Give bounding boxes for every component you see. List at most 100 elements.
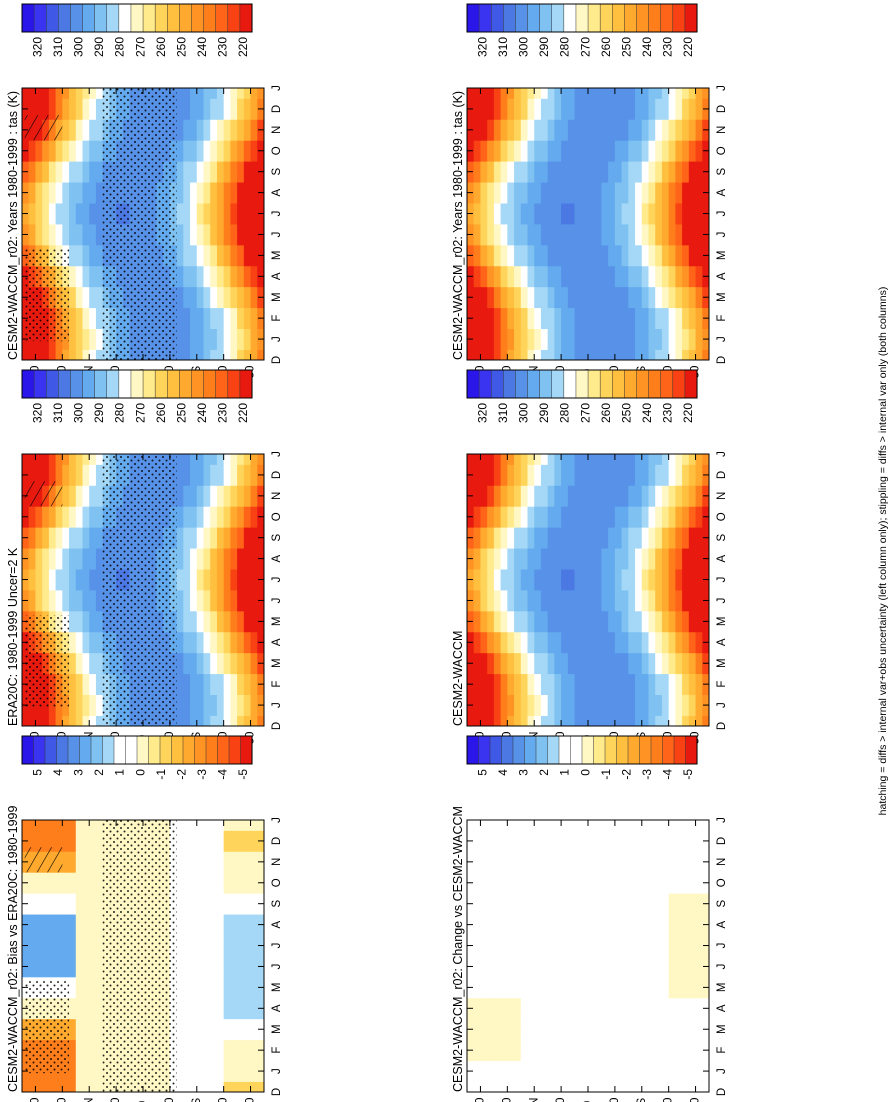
heat-cell — [534, 286, 542, 298]
heat-cell — [62, 579, 70, 591]
heat-cell — [89, 339, 97, 350]
heat-cell — [621, 244, 629, 256]
heat-cell — [223, 161, 231, 173]
heat-cell — [257, 642, 265, 654]
heat-cell — [89, 349, 97, 361]
heat-cell — [574, 150, 582, 162]
heat-cell — [257, 590, 265, 601]
heat-cell — [635, 203, 643, 214]
heat-cell — [500, 203, 508, 214]
heat-cell — [695, 684, 703, 696]
heat-cell — [487, 318, 495, 330]
heat-cell — [190, 318, 198, 330]
heat-cell — [507, 631, 515, 643]
heat-cell — [561, 255, 569, 267]
heat-cell — [527, 234, 535, 246]
heat-cell — [28, 569, 36, 580]
heat-cell — [196, 88, 204, 99]
heat-cell — [230, 987, 238, 999]
heat-cell — [473, 108, 481, 120]
heat-cell — [35, 537, 43, 549]
heat-cell — [520, 265, 528, 277]
heat-cell — [467, 631, 475, 643]
heat-cell — [35, 872, 43, 884]
heat-cell — [95, 966, 104, 978]
heat-cell — [655, 88, 663, 99]
heat-cell — [661, 621, 670, 633]
heat-cell — [95, 150, 104, 162]
heat-cell — [540, 527, 549, 539]
heat-cell — [688, 485, 696, 497]
heat-cell — [581, 516, 589, 528]
heat-cell — [574, 516, 582, 528]
heat-cell — [561, 339, 569, 350]
heat-cell — [574, 244, 582, 256]
heat-cell — [89, 1060, 97, 1072]
heat-cell — [554, 705, 562, 716]
heat-cell — [190, 663, 198, 675]
heat-cell — [514, 119, 522, 131]
heat-cell — [69, 88, 77, 99]
heat-cell — [250, 516, 258, 528]
heat-cell — [69, 129, 77, 141]
heat-cell — [48, 182, 57, 194]
heat-cell — [183, 527, 191, 539]
heat-cell — [216, 610, 225, 622]
heat-cell — [561, 537, 569, 549]
heat-cell — [95, 945, 104, 957]
heat-cell — [641, 192, 649, 204]
heat-cell — [641, 485, 649, 497]
heat-cell — [95, 673, 104, 685]
heat-cell — [614, 715, 623, 727]
heat-cell — [48, 924, 57, 936]
heat-cell — [190, 1081, 198, 1093]
heat-cell — [661, 652, 670, 664]
heat-cell — [230, 495, 238, 507]
heat-cell — [196, 328, 204, 340]
heat-cell — [210, 548, 218, 560]
heat-cell — [668, 203, 676, 214]
heat-cell — [223, 464, 231, 476]
heat-cell — [69, 705, 77, 716]
heat-cell — [62, 851, 70, 863]
heat-cell — [614, 590, 623, 601]
heat-cell — [594, 495, 602, 507]
heat-cell — [487, 244, 495, 256]
heat-cell — [243, 642, 251, 654]
heat-cell — [682, 548, 690, 560]
heat-cell — [682, 673, 690, 685]
heat-cell — [183, 830, 191, 842]
heat-cell — [237, 203, 245, 214]
heat-cell — [216, 1018, 225, 1030]
heat-cell — [641, 569, 649, 580]
heat-cell — [467, 182, 475, 194]
heat-cell — [95, 569, 104, 580]
heat-cell — [594, 527, 602, 539]
heat-cell — [567, 652, 575, 664]
heat-cell — [608, 234, 616, 246]
heat-cell — [473, 297, 481, 309]
heat-cell — [480, 516, 488, 528]
heat-cell — [628, 590, 636, 601]
heat-cell — [216, 642, 225, 654]
heat-cell — [95, 1081, 104, 1093]
heat-cell — [581, 98, 589, 110]
panel-title: CESM2-WACCM_r02: Years 1980-1999 : tas (… — [6, 91, 20, 360]
heat-cell — [648, 569, 656, 580]
heat-cell — [581, 590, 589, 601]
heat-cell — [69, 474, 77, 486]
heat-cell — [82, 569, 90, 580]
heat-cell — [507, 590, 515, 601]
heat-cell — [668, 129, 676, 141]
heat-cell — [493, 182, 502, 194]
heat-cell — [655, 224, 663, 235]
heat-cell — [695, 600, 703, 612]
heat-cell — [480, 349, 488, 361]
heat-cell — [480, 297, 488, 309]
heat-cell — [648, 171, 656, 183]
heat-cell — [588, 631, 596, 643]
heat-cell — [243, 150, 251, 162]
heat-cell — [237, 224, 245, 235]
heat-cell — [28, 516, 36, 528]
heat-cell — [210, 1018, 218, 1030]
